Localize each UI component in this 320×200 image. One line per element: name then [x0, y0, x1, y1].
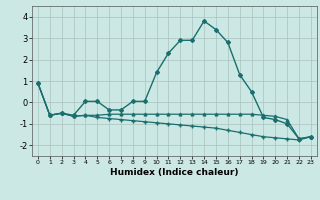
X-axis label: Humidex (Indice chaleur): Humidex (Indice chaleur): [110, 168, 239, 177]
